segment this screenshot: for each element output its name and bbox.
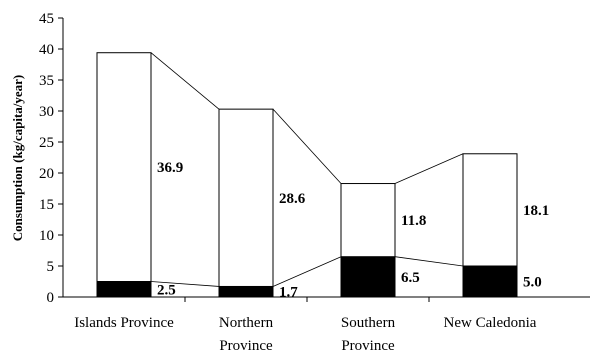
connector-line-upper [150,52,220,110]
data-label-lower: 6.5 [401,270,420,286]
x-category-label: Southern [341,315,396,331]
data-label-lower: 1.7 [279,285,298,301]
bar-segment-upper [218,108,274,287]
connector-line-upper [272,108,342,184]
bar-segment-lower [462,265,518,298]
x-category-label: Northern [219,315,274,331]
data-label-upper: 28.6 [279,191,306,207]
connector-line-upper [394,153,464,184]
x-category-label: New Caledonia [444,315,537,331]
bar-segment-upper [462,153,518,267]
connector-line-lower [394,256,464,267]
y-tick-label: 40 [39,42,54,58]
connector-line-lower [150,281,220,287]
y-tick-label: 45 [39,11,54,27]
data-label-lower: 5.0 [523,275,542,291]
bar-segment-lower [340,256,396,298]
x-category-label: Province [219,338,273,352]
y-tick-label: 30 [39,104,54,120]
y-tick-label: 15 [39,197,54,213]
plot-area: 0 5 10 15 20 25 30 35 40 45 2.5 36.9 Islands Provinc… [39,11,590,352]
bar-segment-lower [96,281,152,298]
x-category-label: Province [341,338,395,352]
x-category-label: Islands Province [74,315,174,331]
data-label-lower: 2.5 [157,282,176,298]
bar-segment-upper [96,52,152,282]
y-tick-label: 25 [39,135,54,151]
bar-segment-lower [218,285,274,298]
connector-line-lower [272,256,342,287]
bar-segment-upper [340,183,396,258]
y-tick-label: 20 [39,166,54,182]
y-axis-title: Consumption (kg/capita/year) [10,75,25,241]
y-tick-label: 0 [47,290,55,306]
data-label-upper: 18.1 [523,203,549,219]
data-label-upper: 11.8 [401,213,426,229]
data-label-upper: 36.9 [157,160,183,176]
y-tick-label: 5 [47,259,55,275]
y-tick-label: 10 [39,228,54,244]
y-tick-label: 35 [39,73,54,89]
